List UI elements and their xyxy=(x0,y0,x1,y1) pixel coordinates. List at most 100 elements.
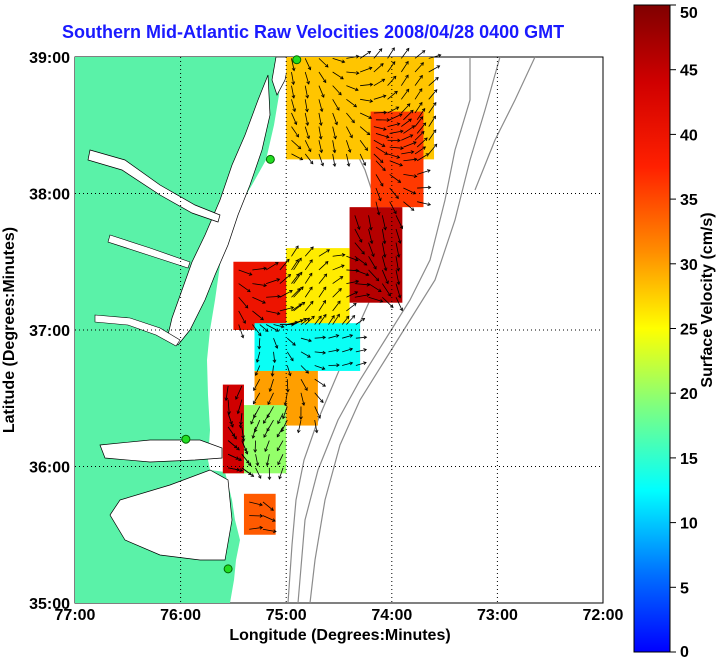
vector-arrow xyxy=(355,335,368,340)
vector-arrow xyxy=(359,140,368,151)
colorbar-tick-label: 40 xyxy=(680,127,698,144)
vector-arrow xyxy=(252,392,261,405)
vector-arrow xyxy=(314,420,319,434)
vector-arrow xyxy=(304,300,314,312)
vector-arrow xyxy=(416,122,427,134)
vector-arrow xyxy=(273,338,279,349)
vector-arrow xyxy=(341,315,350,325)
vector-arrow xyxy=(318,85,325,98)
vector-arrow xyxy=(368,215,373,231)
vector-arrow xyxy=(381,283,391,297)
colorbar-tick-label: 5 xyxy=(680,580,689,597)
vector-arrow xyxy=(264,440,270,453)
vector-arrow xyxy=(346,54,360,59)
vector-arrow xyxy=(332,140,337,154)
vector-arrow xyxy=(428,53,442,59)
vector-arrow xyxy=(265,454,270,467)
vector-arrow xyxy=(373,94,387,100)
vector-arrow xyxy=(291,139,302,150)
vector-arrow xyxy=(354,282,371,287)
vector-arrow xyxy=(259,324,269,332)
y-tick-label: 35:00 xyxy=(29,596,70,613)
vector-arrow xyxy=(238,269,253,276)
vector-arrow xyxy=(300,351,311,358)
vector-arrow xyxy=(227,413,234,428)
vector-arrow xyxy=(314,392,324,404)
colorbar-tick-label: 10 xyxy=(680,516,698,533)
velocity-cell-5 xyxy=(254,323,361,371)
vector-arrow xyxy=(346,85,359,92)
vector-arrow xyxy=(318,112,323,127)
vector-arrow xyxy=(395,269,401,286)
vector-arrow xyxy=(254,365,261,376)
vector-arrow xyxy=(381,228,387,245)
vector-arrow xyxy=(238,324,245,339)
vector-arrow xyxy=(346,314,356,325)
vector-arrow xyxy=(268,379,274,393)
y-tick-label: 38:00 xyxy=(29,187,70,204)
vector-arrow xyxy=(360,82,374,87)
vector-arrow xyxy=(328,334,340,339)
vector-arrow xyxy=(241,453,252,467)
vector-arrow xyxy=(414,146,427,155)
vector-arrow xyxy=(375,146,388,155)
vector-arrow xyxy=(286,351,294,362)
vector-arrow xyxy=(314,365,326,370)
vector-arrow xyxy=(304,246,314,257)
vector-arrow xyxy=(304,153,314,165)
vector-arrow xyxy=(395,215,404,230)
vector-arrow xyxy=(241,440,249,455)
vector-arrow xyxy=(395,256,400,272)
vector-arrow xyxy=(227,440,240,451)
vector-arrow xyxy=(428,143,438,155)
vector-arrow xyxy=(291,259,299,271)
vector-arrow xyxy=(332,153,337,167)
vector-arrow xyxy=(235,385,243,400)
vector-arrow xyxy=(250,413,256,425)
vector-arrow xyxy=(332,71,344,80)
vector-arrow xyxy=(266,310,281,316)
vector-arrow xyxy=(400,47,410,59)
vector-arrow xyxy=(387,138,401,143)
vector-arrow xyxy=(272,351,277,364)
colorbar-tick-label: 15 xyxy=(680,451,698,468)
vector-arrow xyxy=(299,406,303,420)
vector-arrow xyxy=(318,313,327,325)
vector-arrow xyxy=(403,141,417,148)
y-tick-label: 39:00 xyxy=(29,50,70,67)
vector-arrow xyxy=(354,215,361,231)
vector-arrow xyxy=(373,48,383,59)
vector-arrow xyxy=(395,283,402,299)
vector-arrow xyxy=(279,258,290,271)
vector-arrow xyxy=(359,153,367,166)
vector-arrow xyxy=(285,379,290,393)
vector-arrow xyxy=(328,348,340,353)
vector-arrow xyxy=(381,242,387,258)
vector-arrow xyxy=(276,426,284,438)
vector-arrow xyxy=(359,50,372,59)
vector-arrow xyxy=(291,85,296,99)
vector-arrow xyxy=(304,272,313,284)
vector-arrow xyxy=(332,99,340,111)
vector-arrow xyxy=(403,157,418,162)
vector-arrow xyxy=(389,113,403,121)
vector-arrow xyxy=(328,363,340,368)
x-tick-label: 77:00 xyxy=(55,607,96,624)
station-marker xyxy=(292,55,302,65)
vector-arrow xyxy=(277,454,284,466)
vector-arrow xyxy=(332,112,338,126)
vector-arrow xyxy=(359,112,373,119)
vector-arrow xyxy=(428,65,441,73)
vector-arrow xyxy=(304,58,312,71)
vector-arrow xyxy=(266,278,281,284)
rappahannock-river xyxy=(107,234,191,269)
vector-arrow xyxy=(314,350,327,355)
vector-arrow xyxy=(293,301,306,312)
vector-arrow xyxy=(304,126,311,140)
vector-arrow xyxy=(304,259,313,271)
vector-arrow xyxy=(414,74,423,86)
vector-arrow xyxy=(332,253,346,257)
vector-arrow xyxy=(291,99,297,113)
vector-arrow xyxy=(414,116,424,127)
vector-arrow xyxy=(318,58,329,68)
